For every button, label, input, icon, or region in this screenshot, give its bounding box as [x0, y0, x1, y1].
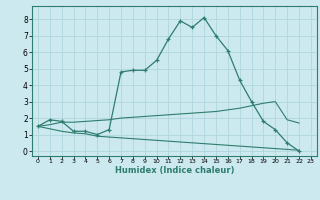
X-axis label: Humidex (Indice chaleur): Humidex (Indice chaleur)	[115, 166, 234, 175]
